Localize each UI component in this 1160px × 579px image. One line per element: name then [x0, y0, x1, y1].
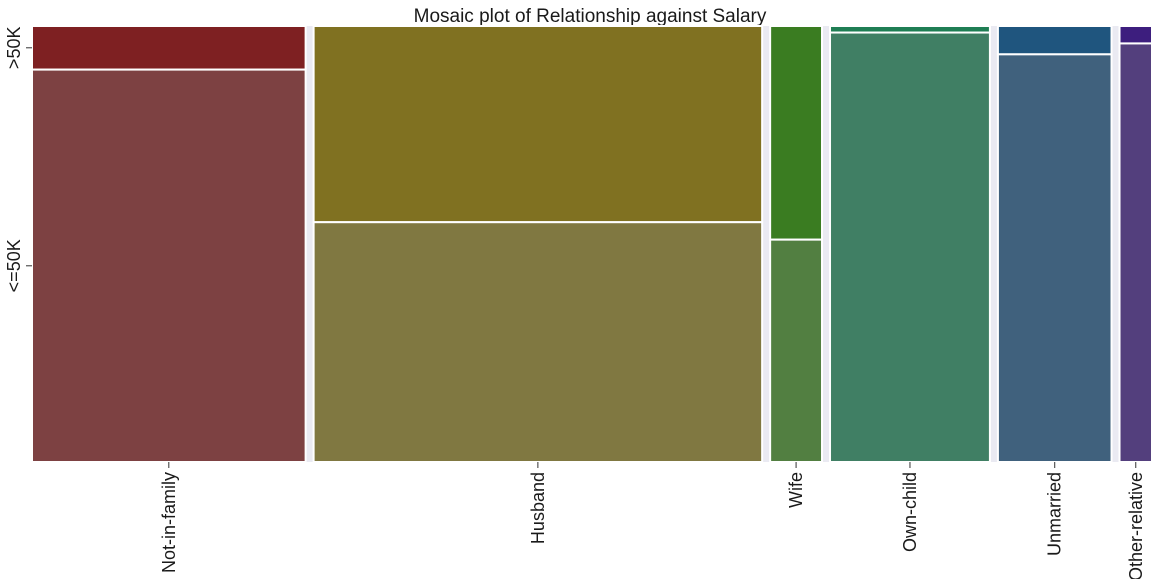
- tile-own-child-50k: [829, 31, 991, 463]
- y-axis: >50K <=50K: [4, 27, 32, 292]
- tile-husband-50k: [312, 221, 764, 463]
- tile-wife-50k: [769, 238, 824, 463]
- tile-wife-50k: [769, 25, 824, 241]
- x-tick-label-not-in-family: Not-in-family: [159, 472, 179, 573]
- x-axis: Not-in-family Husband Wife Own-child Unmarri…: [159, 462, 1146, 579]
- chart-title: Mosaic plot of Relationship against Sala…: [414, 6, 767, 27]
- tile-unmarried-50k: [996, 25, 1113, 56]
- x-tick-label-husband: Husband: [528, 472, 548, 544]
- tile-other-relative-50k: [1118, 25, 1153, 45]
- y-tick-label-50k: >50K: [4, 27, 24, 70]
- tile-husband-50k: [312, 25, 764, 224]
- tile-unmarried-50k: [996, 53, 1113, 464]
- x-tick-label-wife: Wife: [786, 472, 806, 508]
- tile-not-in-family-50k: [31, 68, 307, 463]
- x-tick-label-unmarried: Unmarried: [1045, 472, 1065, 556]
- tile-not-in-family-50k: [31, 25, 307, 71]
- y-tick-label-50k: <=50K: [4, 239, 24, 292]
- x-tick-label-own-child: Own-child: [900, 472, 920, 552]
- x-tick-label-other-relative: Other-relative: [1126, 472, 1146, 579]
- tile-other-relative-50k: [1118, 42, 1153, 463]
- tiles-layer: [31, 25, 1153, 464]
